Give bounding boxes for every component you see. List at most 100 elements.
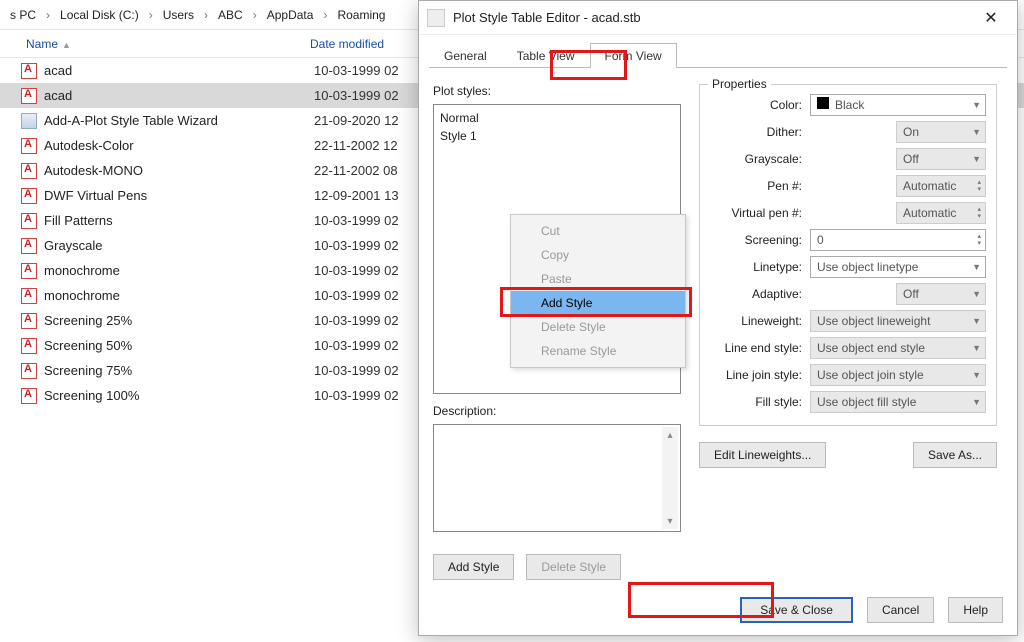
joinstyle-label: Line join style: — [710, 368, 810, 382]
file-date: 21-09-2020 12 — [314, 113, 424, 128]
dither-combo[interactable]: On▼ — [896, 121, 986, 143]
menu-item-delete-style: Delete Style — [511, 315, 685, 339]
dither-label: Dither: — [710, 125, 810, 139]
file-date: 10-03-1999 02 — [314, 213, 424, 228]
breadcrumb-item[interactable]: Local Disk (C:) — [56, 8, 143, 22]
file-name: DWF Virtual Pens — [44, 188, 314, 203]
pen-label: Pen #: — [710, 179, 810, 193]
properties-legend: Properties — [708, 77, 771, 91]
stb-file-icon — [20, 337, 38, 355]
file-date: 10-03-1999 02 — [314, 313, 424, 328]
stb-file-icon — [20, 362, 38, 380]
breadcrumb-item[interactable]: ABC — [214, 8, 247, 22]
file-name: monochrome — [44, 263, 314, 278]
wizard-icon — [20, 112, 38, 130]
scrollbar[interactable]: ▴ ▾ — [662, 427, 678, 529]
stb-file-icon — [20, 287, 38, 305]
lineweight-combo[interactable]: Use object lineweight▼ — [810, 310, 986, 332]
endstyle-combo[interactable]: Use object end style▼ — [810, 337, 986, 359]
menu-item-rename-style: Rename Style — [511, 339, 685, 363]
grayscale-label: Grayscale: — [710, 152, 810, 166]
screening-label: Screening: — [710, 233, 810, 247]
pen-spinner[interactable]: Automatic▴▾ — [896, 175, 986, 197]
fillstyle-combo[interactable]: Use object fill style▼ — [810, 391, 986, 413]
properties-group: Properties Color:Black▼ Dither:On▼ Grays… — [699, 84, 997, 426]
adaptive-label: Adaptive: — [710, 287, 810, 301]
file-name: acad — [44, 63, 314, 78]
breadcrumb-item[interactable]: s PC — [6, 8, 40, 22]
add-style-button[interactable]: Add Style — [433, 554, 514, 580]
grayscale-combo[interactable]: Off▼ — [896, 148, 986, 170]
column-name[interactable]: Name▲ — [0, 37, 310, 51]
menu-item-add-style[interactable]: Add Style — [511, 291, 685, 315]
plot-style-item[interactable]: Style 1 — [440, 127, 674, 145]
file-date: 10-03-1999 02 — [314, 88, 424, 103]
close-icon[interactable]: ✕ — [973, 4, 1009, 32]
column-date[interactable]: Date modified — [310, 37, 420, 51]
context-menu[interactable]: CutCopyPasteAdd StyleDelete StyleRename … — [510, 214, 686, 368]
color-swatch-icon — [817, 97, 829, 109]
tab-general[interactable]: General — [429, 43, 502, 68]
chevron-right-icon: › — [317, 8, 333, 22]
titlebar[interactable]: Plot Style Table Editor - acad.stb ✕ — [419, 1, 1017, 35]
linetype-label: Linetype: — [710, 260, 810, 274]
file-name: Screening 100% — [44, 388, 314, 403]
vpen-spinner[interactable]: Automatic▴▾ — [896, 202, 986, 224]
description-label: Description: — [433, 404, 681, 418]
lineweight-label: Lineweight: — [710, 314, 810, 328]
file-name: Screening 25% — [44, 313, 314, 328]
endstyle-label: Line end style: — [710, 341, 810, 355]
cancel-button[interactable]: Cancel — [867, 597, 934, 623]
help-button[interactable]: Help — [948, 597, 1003, 623]
menu-item-cut: Cut — [511, 219, 685, 243]
file-date: 10-03-1999 02 — [314, 263, 424, 278]
chevron-right-icon: › — [40, 8, 56, 22]
menu-item-copy: Copy — [511, 243, 685, 267]
adaptive-combo[interactable]: Off▼ — [896, 283, 986, 305]
scroll-up-icon[interactable]: ▴ — [662, 427, 678, 443]
file-date: 10-03-1999 02 — [314, 238, 424, 253]
dialog-title: Plot Style Table Editor - acad.stb — [453, 10, 973, 25]
description-textbox[interactable]: ▴ ▾ — [433, 424, 681, 532]
sort-asc-icon: ▲ — [58, 40, 71, 50]
tab-table-view[interactable]: Table View — [502, 43, 590, 68]
file-date: 22-11-2002 08 — [314, 163, 424, 178]
stb-file-icon — [20, 137, 38, 155]
chevron-right-icon: › — [143, 8, 159, 22]
file-date: 12-09-2001 13 — [314, 188, 424, 203]
scroll-down-icon[interactable]: ▾ — [662, 513, 678, 529]
file-date: 10-03-1999 02 — [314, 63, 424, 78]
chevron-down-icon: ▼ — [972, 100, 981, 110]
delete-style-button: Delete Style — [526, 554, 621, 580]
file-date: 10-03-1999 02 — [314, 288, 424, 303]
linetype-combo[interactable]: Use object linetype▼ — [810, 256, 986, 278]
file-date: 10-03-1999 02 — [314, 338, 424, 353]
screening-spinner[interactable]: 0▴▾ — [810, 229, 986, 251]
stb-file-icon — [20, 212, 38, 230]
file-name: Add-A-Plot Style Table Wizard — [44, 113, 314, 128]
file-name: Fill Patterns — [44, 213, 314, 228]
breadcrumb-item[interactable]: Users — [159, 8, 198, 22]
file-name: monochrome — [44, 288, 314, 303]
stb-file-icon — [20, 387, 38, 405]
save-as-button[interactable]: Save As... — [913, 442, 997, 468]
save-close-button[interactable]: Save & Close — [740, 597, 853, 623]
color-label: Color: — [710, 98, 810, 112]
stb-file-icon — [20, 162, 38, 180]
file-date: 10-03-1999 02 — [314, 388, 424, 403]
stb-file-icon — [20, 187, 38, 205]
edit-lineweights-button[interactable]: Edit Lineweights... — [699, 442, 826, 468]
file-name: Grayscale — [44, 238, 314, 253]
color-combo[interactable]: Black▼ — [810, 94, 986, 116]
file-date: 22-11-2002 12 — [314, 138, 424, 153]
stb-file-icon — [20, 87, 38, 105]
tab-form-view[interactable]: Form View — [590, 43, 677, 68]
joinstyle-combo[interactable]: Use object join style▼ — [810, 364, 986, 386]
plot-style-item[interactable]: Normal — [440, 109, 674, 127]
plot-styles-label: Plot styles: — [433, 84, 681, 98]
breadcrumb-item[interactable]: AppData — [263, 8, 318, 22]
breadcrumb-item[interactable]: Roaming — [333, 8, 389, 22]
file-name: acad — [44, 88, 314, 103]
menu-item-paste: Paste — [511, 267, 685, 291]
app-icon — [427, 9, 445, 27]
